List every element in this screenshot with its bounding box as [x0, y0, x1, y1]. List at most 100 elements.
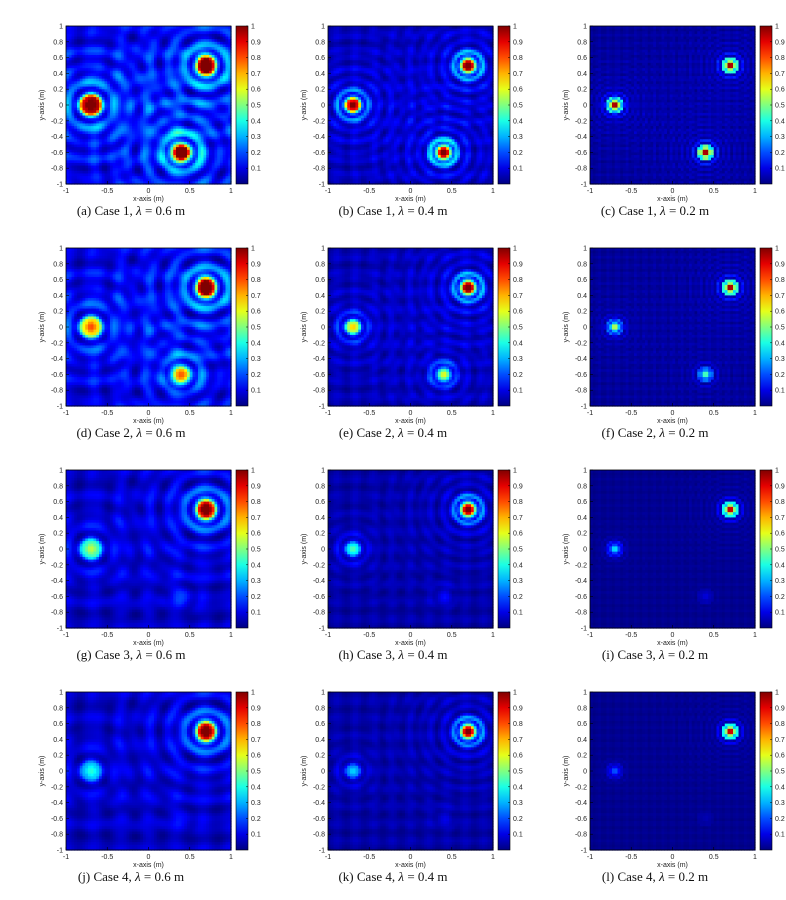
heatmap-cell	[123, 68, 128, 72]
heatmap-cell	[336, 170, 340, 175]
heatmap-cell	[162, 105, 166, 109]
heatmap-cell	[107, 91, 111, 96]
heatmap-cell	[372, 176, 376, 180]
heatmap-cell	[88, 120, 92, 125]
heatmap-cell	[154, 89, 158, 93]
heatmap-cell	[107, 102, 111, 106]
heatmap-cell	[366, 99, 370, 103]
heatmap-cell	[148, 170, 152, 175]
heatmap-cell	[388, 47, 392, 51]
heatmap-cell	[132, 52, 136, 56]
caption-case: Case 1	[95, 203, 130, 218]
heatmap-cell	[228, 36, 232, 40]
heatmap-cell	[134, 68, 139, 72]
heatmap-cell	[115, 162, 119, 167]
heatmap-cell	[162, 83, 166, 88]
heatmap-cell	[112, 155, 117, 159]
heatmap-cell	[369, 178, 373, 182]
heatmap-cell	[328, 68, 332, 72]
heatmap-cell	[358, 81, 362, 85]
heatmap-cell	[361, 139, 365, 143]
heatmap-cell	[79, 176, 84, 180]
heatmap-cell	[355, 170, 359, 175]
heatmap-cell	[336, 83, 340, 88]
heatmap-cell	[341, 120, 346, 125]
heatmap-cell	[77, 70, 81, 74]
heatmap-cell	[143, 44, 147, 48]
heatmap-cell	[110, 126, 114, 130]
heatmap-cell	[369, 126, 373, 130]
heatmap-cell	[126, 110, 130, 114]
heatmap-cell	[187, 73, 191, 77]
heatmap-cell	[132, 168, 136, 172]
heatmap-cell	[156, 91, 161, 96]
heatmap-cell	[165, 107, 169, 111]
heatmap-cell	[200, 97, 205, 101]
heatmap-cell	[167, 123, 172, 127]
heatmap-cell	[151, 168, 155, 172]
heatmap-cell	[93, 36, 97, 40]
heatmap-cell	[148, 70, 152, 74]
heatmap-cell	[85, 57, 89, 61]
heatmap-cell	[339, 47, 343, 51]
heatmap-cell	[165, 97, 169, 101]
heatmap-cell	[352, 47, 357, 51]
heatmap-cell	[176, 49, 180, 53]
heatmap-cell	[173, 99, 177, 103]
heatmap-cell	[214, 78, 218, 82]
heatmap-cell	[220, 105, 224, 109]
heatmap-cell	[93, 76, 97, 80]
heatmap-cell	[189, 39, 194, 43]
heatmap-cell	[93, 112, 97, 117]
heatmap-cell	[363, 68, 368, 72]
heatmap-cell	[363, 91, 368, 96]
heatmap-cell	[383, 57, 387, 61]
heatmap-cell	[68, 178, 73, 182]
heatmap-cell	[333, 70, 337, 74]
heatmap-cell	[328, 28, 332, 32]
heatmap-cell	[143, 57, 147, 61]
heatmap-cell	[339, 152, 343, 156]
heatmap-cell	[372, 170, 376, 175]
heatmap-cell	[366, 168, 370, 172]
heatmap-cell	[225, 136, 229, 140]
heatmap-cell	[339, 41, 343, 46]
heatmap-cell	[225, 94, 229, 98]
heatmap-cell	[82, 83, 86, 88]
heatmap-cell	[178, 33, 183, 38]
heatmap-cell	[88, 86, 92, 90]
heatmap-cell	[129, 44, 133, 48]
heatmap-cell	[93, 152, 97, 156]
heatmap-cell	[352, 123, 357, 127]
heatmap-cell	[74, 162, 78, 167]
heatmap-cell	[140, 68, 144, 72]
heatmap-cell	[68, 31, 73, 35]
heatmap-cell	[90, 65, 95, 69]
heatmap-cell	[88, 162, 92, 167]
heatmap-cell	[129, 141, 133, 146]
heatmap-cell	[192, 33, 196, 38]
heatmap-cell	[339, 44, 343, 48]
heatmap-cell	[344, 118, 348, 122]
heatmap-cell	[82, 128, 86, 132]
heatmap-cell	[214, 147, 218, 151]
heatmap-cell	[134, 152, 139, 156]
heatmap-cell	[222, 28, 227, 32]
heatmap-cell	[107, 170, 111, 175]
heatmap-cell	[129, 54, 133, 59]
heatmap-cell	[96, 176, 100, 180]
heatmap-cell	[159, 176, 163, 180]
heatmap-cell	[195, 57, 199, 61]
heatmap-cell	[74, 62, 78, 67]
heatmap-cell	[145, 81, 150, 85]
heatmap-cell	[328, 176, 332, 180]
heatmap-cell	[93, 52, 97, 56]
heatmap-cell	[209, 128, 213, 132]
heatmap-cell	[363, 39, 368, 43]
heatmap-cell	[341, 39, 346, 43]
heatmap-cell	[361, 49, 365, 53]
heatmap-cell	[154, 28, 158, 32]
heatmap-cell	[82, 107, 86, 111]
heatmap-cell	[339, 178, 343, 182]
heatmap-cell	[369, 120, 373, 125]
